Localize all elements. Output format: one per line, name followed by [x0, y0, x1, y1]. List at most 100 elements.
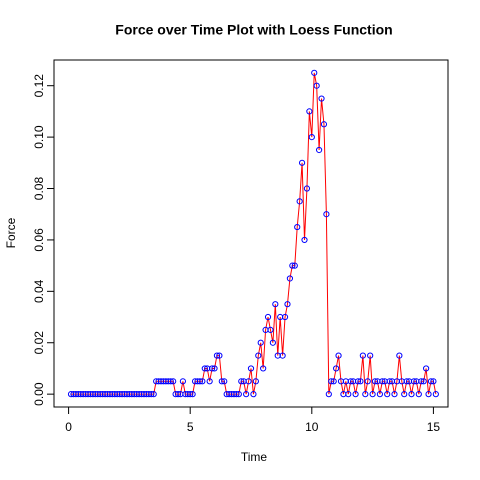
plot-frame: [53, 59, 449, 408]
x-tick-label: 5: [187, 420, 194, 434]
data-point: [371, 378, 379, 385]
data-point: [286, 275, 294, 282]
data-point: [243, 391, 250, 398]
data-point: [352, 391, 359, 398]
data-point: [396, 352, 403, 359]
data-point: [345, 391, 352, 398]
x-axis-label: Time: [241, 450, 268, 464]
data-point: [238, 378, 245, 385]
y-tick-label: 0.04: [32, 279, 46, 303]
data-point: [347, 378, 354, 385]
data-point: [294, 223, 301, 231]
data-point: [211, 365, 218, 372]
data-point: [199, 378, 206, 385]
data-point: [189, 391, 196, 398]
data-point: [367, 352, 374, 359]
y-axis-label: Force: [4, 217, 18, 248]
data-point: [170, 378, 177, 385]
data-point: [252, 378, 259, 385]
data-point: [391, 391, 398, 398]
data-point: [208, 365, 216, 372]
data-point: [247, 365, 255, 372]
data-point: [206, 378, 213, 385]
y-tick-label: 0.06: [32, 228, 46, 252]
y-tick-label: 0.08: [32, 177, 46, 201]
data-point: [233, 391, 240, 398]
data-point: [320, 121, 328, 128]
data-point: [174, 391, 182, 398]
data-point: [369, 391, 376, 398]
data-point: [362, 391, 369, 398]
data-point: [423, 365, 430, 372]
data-point: [311, 69, 318, 76]
data-point: [427, 378, 435, 385]
y-tick-label: 0.10: [32, 125, 46, 149]
data-point: [269, 339, 276, 346]
data-point: [410, 378, 418, 385]
data-point: [430, 378, 437, 385]
data-point: [267, 326, 274, 333]
data-point: [328, 378, 335, 385]
x-tick-label: 10: [305, 420, 319, 434]
data-point: [401, 391, 408, 398]
data-point: [303, 185, 311, 192]
data-point: [291, 262, 298, 269]
data-point: [333, 365, 340, 372]
data-point: [216, 352, 223, 359]
data-point: [167, 378, 174, 385]
data-point: [386, 378, 393, 385]
data-point: [376, 391, 384, 398]
data-point: [420, 378, 427, 385]
data-point: [318, 95, 325, 102]
data-point: [403, 378, 410, 385]
data-point: [384, 391, 391, 398]
series-line: [71, 72, 437, 395]
data-point: [418, 378, 425, 385]
y-tick-label: 0.02: [32, 331, 46, 355]
data-point: [357, 378, 364, 385]
data-point: [218, 378, 225, 385]
x-tick-label: 15: [427, 420, 441, 434]
data-point: [235, 391, 242, 398]
data-point: [284, 301, 291, 308]
data-point: [415, 391, 422, 398]
data-point: [296, 198, 303, 205]
data-point: [323, 211, 330, 218]
data-point: [425, 391, 432, 398]
data-point: [281, 313, 289, 321]
data-point: [196, 378, 204, 385]
data-point: [187, 391, 194, 398]
data-point: [298, 159, 306, 166]
data-point: [308, 134, 315, 141]
data-point: [330, 378, 337, 385]
data-point: [260, 365, 267, 372]
data-point: [313, 82, 320, 89]
data-point: [408, 391, 415, 398]
data-point: [379, 378, 386, 385]
data-point: [301, 236, 308, 244]
data-point: [179, 378, 187, 385]
data-point: [257, 339, 264, 346]
data-point: [201, 365, 208, 372]
data-point: [221, 378, 228, 385]
data-point: [150, 391, 157, 398]
y-tick-label: 0.12: [32, 74, 46, 98]
data-point: [279, 352, 286, 359]
data-point: [272, 301, 279, 308]
chart-title: Force over Time Plot with Loess Function: [115, 22, 392, 38]
data-point: [250, 391, 257, 398]
data-point: [264, 313, 272, 321]
data-point: [255, 352, 262, 359]
data-point: [289, 262, 296, 269]
data-point: [432, 391, 439, 398]
data-point: [335, 352, 342, 359]
x-tick-label: 0: [65, 420, 72, 434]
data-point: [213, 352, 221, 359]
data-point: [148, 391, 155, 398]
data-point: [354, 378, 362, 385]
data-point: [315, 146, 323, 154]
data-point: [359, 352, 366, 359]
data-point: [325, 391, 332, 398]
data-point: [245, 378, 252, 385]
